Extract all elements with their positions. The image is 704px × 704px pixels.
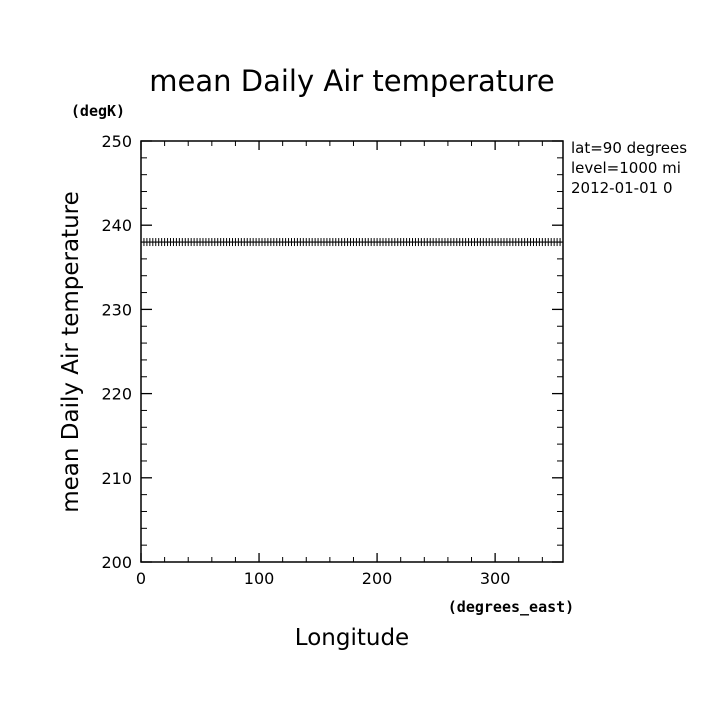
axis-tick-labels: 0 100 200 300 200 210 220 230 240 250 [101, 132, 510, 588]
y-tick-label: 240 [101, 216, 132, 235]
y-tick-label: 220 [101, 385, 132, 404]
x-tick-label: 300 [480, 569, 511, 588]
y-tick-label: 250 [101, 132, 132, 151]
chart-title: mean Daily Air temperature [149, 64, 554, 98]
x-axis-title: Longitude [295, 625, 409, 651]
series-layer [140, 238, 564, 247]
x-tick-label: 200 [362, 569, 393, 588]
annotation-latitude: lat=90 degrees [571, 139, 687, 157]
plot-frame [140, 140, 564, 563]
annotation-level: level=1000 mi [571, 159, 681, 177]
x-tick-label: 0 [136, 569, 146, 588]
y-tick-label: 210 [101, 469, 132, 488]
annotation-date: 2012-01-01 0 [571, 179, 672, 197]
y-tick-label: 200 [101, 553, 132, 572]
y-axis-title: mean Daily Air temperature [58, 191, 84, 513]
x-units-label: (degrees_east) [448, 598, 574, 616]
x-tick-label: 100 [244, 569, 275, 588]
axis-ticks [140, 140, 563, 563]
y-units-label: (degK) [71, 102, 125, 120]
y-tick-label: 230 [101, 300, 132, 319]
